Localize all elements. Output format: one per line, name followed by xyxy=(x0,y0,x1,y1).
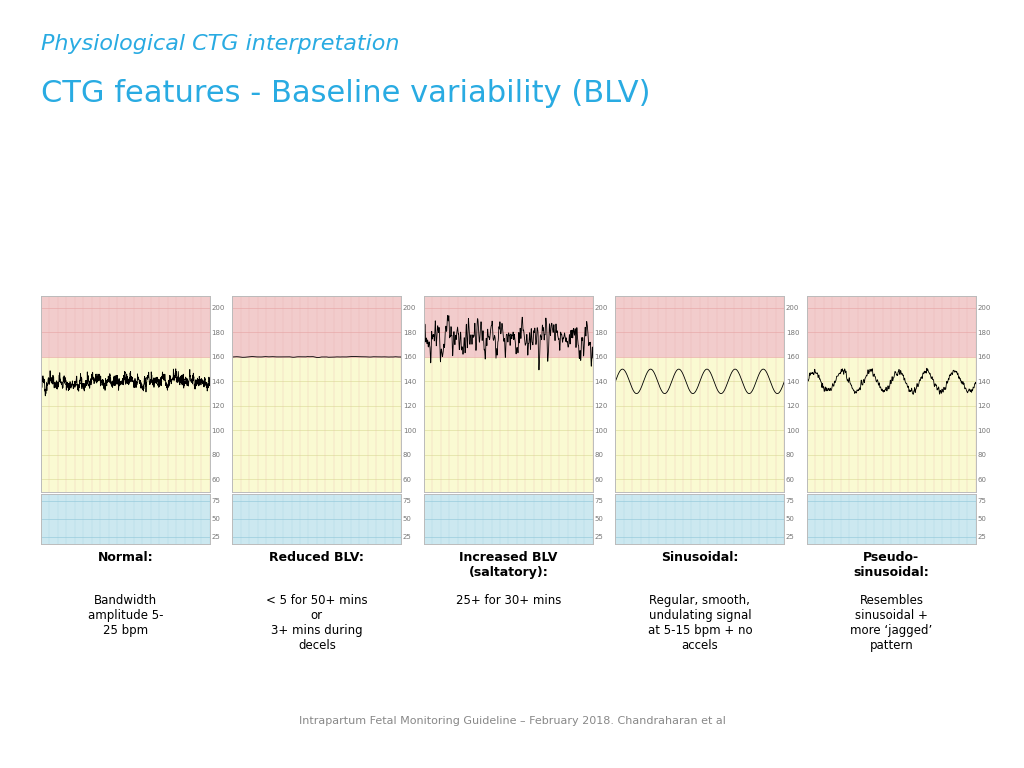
Text: Resembles
sinusoidal +
more ‘jagged’
pattern: Resembles sinusoidal + more ‘jagged’ pat… xyxy=(850,594,933,652)
Text: Reduced BLV:: Reduced BLV: xyxy=(269,551,365,564)
Bar xyxy=(807,357,976,492)
Text: 25+ for 30+ mins: 25+ for 30+ mins xyxy=(456,594,561,607)
Bar xyxy=(615,357,784,492)
Text: Sinusoidal:: Sinusoidal: xyxy=(662,551,738,564)
Bar xyxy=(232,357,401,492)
Text: Intrapartum Fetal Monitoring Guideline – February 2018. Chandraharan et al: Intrapartum Fetal Monitoring Guideline –… xyxy=(299,716,725,726)
Text: Regular, smooth,
undulating signal
at 5-15 bpm + no
accels: Regular, smooth, undulating signal at 5-… xyxy=(647,594,753,652)
Text: < 5 for 50+ mins
or
3+ mins during
decels: < 5 for 50+ mins or 3+ mins during decel… xyxy=(266,594,368,652)
Text: Physiological CTG interpretation: Physiological CTG interpretation xyxy=(41,34,399,54)
Bar xyxy=(424,357,593,492)
Text: CTG features - Baseline variability (BLV): CTG features - Baseline variability (BLV… xyxy=(41,78,650,108)
Bar xyxy=(41,357,210,492)
Text: Pseudo-
sinusoidal:: Pseudo- sinusoidal: xyxy=(854,551,929,579)
Text: Increased BLV
(saltatory):: Increased BLV (saltatory): xyxy=(459,551,558,579)
Text: Normal:: Normal: xyxy=(97,551,154,564)
Text: Bandwidth
amplitude 5-
25 bpm: Bandwidth amplitude 5- 25 bpm xyxy=(88,594,163,637)
